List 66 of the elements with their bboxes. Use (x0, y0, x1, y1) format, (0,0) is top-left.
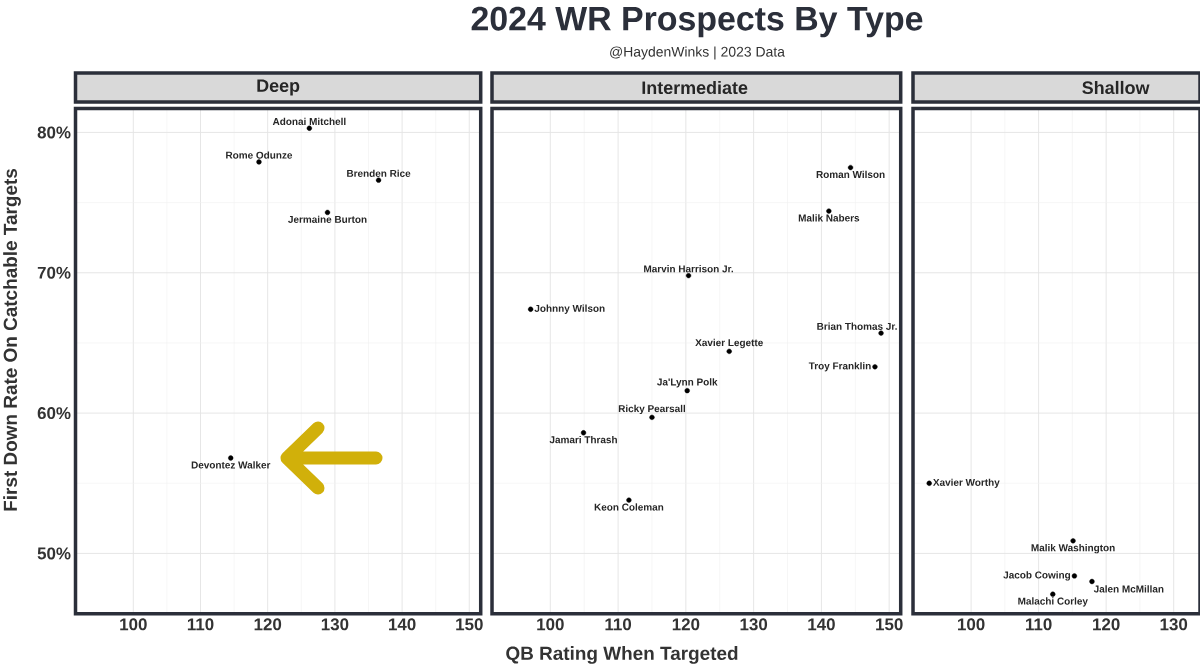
annotation: Jermaine Burton (288, 215, 367, 223)
annotation: Johnny Wilson (534, 304, 605, 314)
point (580, 430, 587, 436)
x-tick-label: 100 (958, 618, 985, 631)
x-tick-label: 130 (740, 618, 768, 631)
point (826, 208, 832, 214)
point (375, 177, 382, 183)
y-tick-label: 60% (37, 407, 71, 420)
x-tick-label: 130 (321, 618, 349, 631)
point (1070, 538, 1076, 544)
chart-title: Intermediate (642, 80, 748, 95)
annotation: Marvin Harrison Jr. (644, 265, 733, 273)
y-tick-label: 80% (37, 126, 71, 139)
point (847, 164, 854, 171)
point (306, 125, 312, 131)
annotation: Malachi Corley (1018, 597, 1088, 607)
point (1050, 591, 1056, 597)
x-tick-label: 110 (187, 618, 214, 631)
point (926, 480, 932, 486)
chart-title: Deep (257, 79, 300, 96)
annotation: Keon Coleman (594, 503, 664, 511)
y-tick-label: 70% (37, 266, 71, 279)
annotation: Troy Franklin (808, 362, 871, 372)
point (256, 159, 262, 165)
annotation: Adonai Mitchell (272, 117, 346, 126)
annotation: Devontez Walker (191, 461, 271, 469)
x-tick-label: 100 (537, 618, 564, 631)
x-tick-label: 140 (808, 618, 835, 631)
annotation: Jamari Thrash (549, 435, 617, 444)
text: 2024 WR Prospects By Type (471, 6, 923, 38)
point (872, 364, 878, 370)
annotation: Xavier Worthy (933, 478, 1000, 488)
annotation: Brian Thomas Jr. (817, 322, 897, 330)
x-axis-title: QB Rating When Targeted (506, 646, 738, 664)
annotation: Rome Odunze (226, 151, 293, 159)
annotation: Malik Nabers (798, 214, 860, 222)
x-tick-label: 100 (120, 618, 147, 631)
x-tick-label: 110 (605, 618, 632, 631)
point (626, 497, 632, 503)
point (1071, 573, 1078, 579)
chart-title: Shallow (1082, 80, 1150, 95)
annotation: Malik Washington (1031, 544, 1115, 554)
point (528, 306, 534, 312)
annotation: Xavier Legette (695, 338, 763, 349)
x-tick-label: 150 (876, 618, 903, 631)
annotation: Ricky Pearsall (618, 404, 686, 415)
y-tick-label: 50% (37, 547, 71, 560)
x-tick-label: 140 (389, 618, 416, 631)
point (649, 414, 655, 420)
point (1089, 578, 1095, 585)
annotation: Jacob Cowing (1003, 571, 1071, 581)
x-tick-label: 150 (456, 618, 483, 631)
annotation: Jalen McMillan (1093, 585, 1164, 593)
x-tick-label: 120 (254, 618, 282, 631)
text: @HaydenWinks | 2023 Data (610, 46, 785, 60)
x-tick-label: 110 (1026, 618, 1052, 631)
annotation: Ja'Lynn Polk (657, 378, 718, 388)
annotation: Roman Wilson (816, 170, 885, 179)
point (684, 388, 690, 394)
y-axis-title: First Down Rate On Catchable Targets (3, 168, 21, 511)
point (228, 455, 234, 461)
point (878, 330, 884, 336)
x-tick-label: 120 (1093, 618, 1120, 631)
annotation: Brenden Rice (347, 169, 411, 177)
x-tick-label: 130 (1160, 618, 1188, 631)
x-tick-label: 120 (672, 618, 700, 631)
